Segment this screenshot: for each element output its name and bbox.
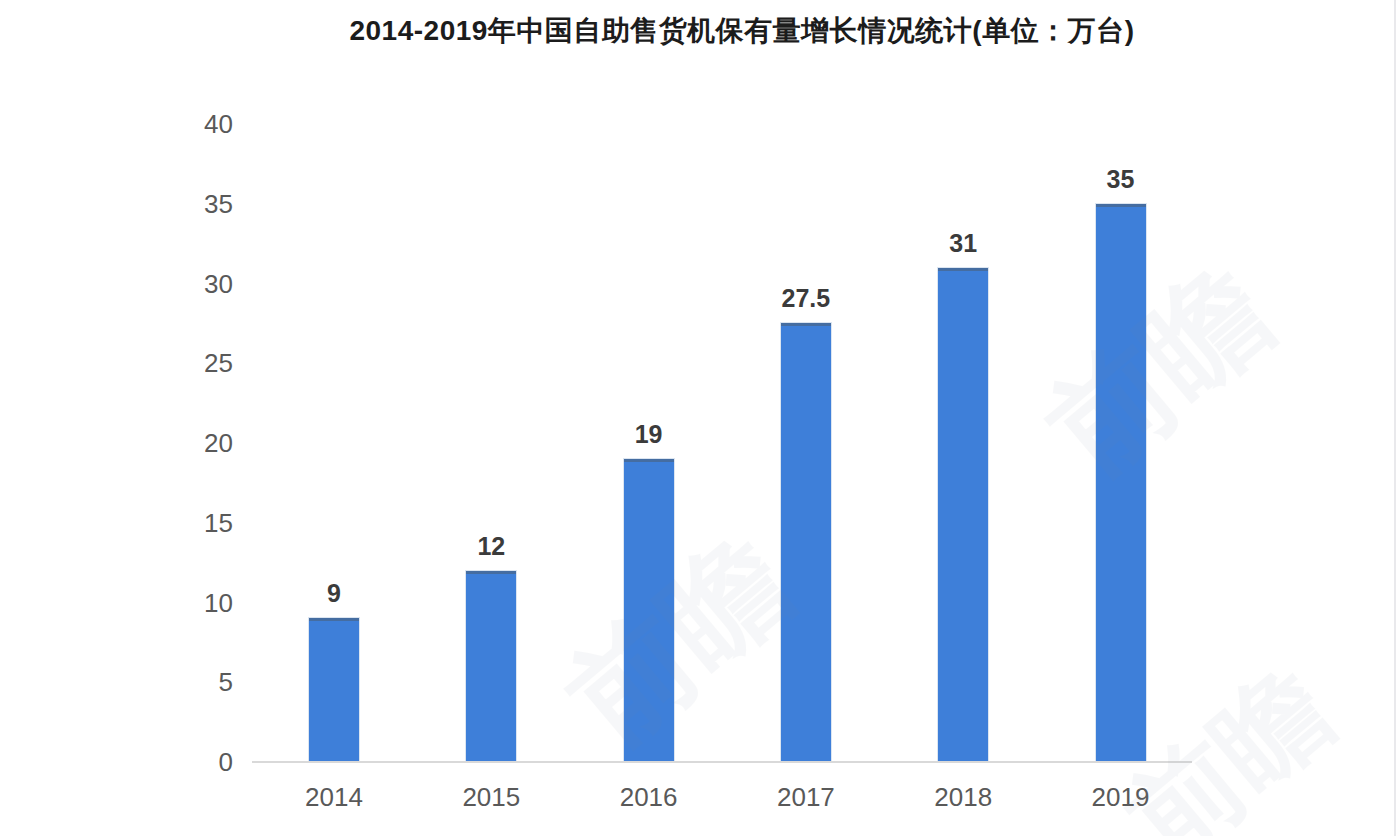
x-tick-label: 2018 xyxy=(893,782,1033,813)
bar xyxy=(309,618,359,762)
bar xyxy=(1096,204,1146,762)
bar-value-label: 31 xyxy=(893,229,1033,258)
y-tick-label: 0 xyxy=(183,748,233,776)
x-tick-label: 2019 xyxy=(1051,782,1191,813)
image-edge-line xyxy=(1394,0,1396,836)
y-tick-label: 25 xyxy=(183,349,233,377)
y-tick-label: 5 xyxy=(183,668,233,696)
bar xyxy=(938,268,988,762)
bar-value-label: 12 xyxy=(421,532,561,561)
x-tick-label: 2014 xyxy=(264,782,404,813)
y-tick-label: 30 xyxy=(183,270,233,298)
y-tick-label: 40 xyxy=(183,110,233,138)
x-tick-label: 2017 xyxy=(736,782,876,813)
x-tick-label: 2015 xyxy=(421,782,561,813)
bar-value-label: 19 xyxy=(579,420,719,449)
y-tick-label: 20 xyxy=(183,429,233,457)
bar xyxy=(466,571,516,762)
bar xyxy=(781,323,831,762)
bar-value-label: 35 xyxy=(1051,165,1191,194)
x-axis-line xyxy=(252,761,1192,763)
chart-title: 2014-2019年中国自助售货机保有量增长情况统计(单位：万台) xyxy=(0,12,1400,50)
y-tick-label: 10 xyxy=(183,589,233,617)
y-tick-label: 15 xyxy=(183,509,233,537)
bar-chart: 2014-2019年中国自助售货机保有量增长情况统计(单位：万台) 0 5 10 15… xyxy=(0,0,1400,836)
bar-value-label: 9 xyxy=(264,579,404,608)
bar xyxy=(624,459,674,762)
y-tick-label: 35 xyxy=(183,190,233,218)
bar-value-label: 27.5 xyxy=(736,284,876,313)
x-tick-label: 2016 xyxy=(579,782,719,813)
plot-area: 0510152025303540 9121927.53135 201420152… xyxy=(255,124,1192,762)
